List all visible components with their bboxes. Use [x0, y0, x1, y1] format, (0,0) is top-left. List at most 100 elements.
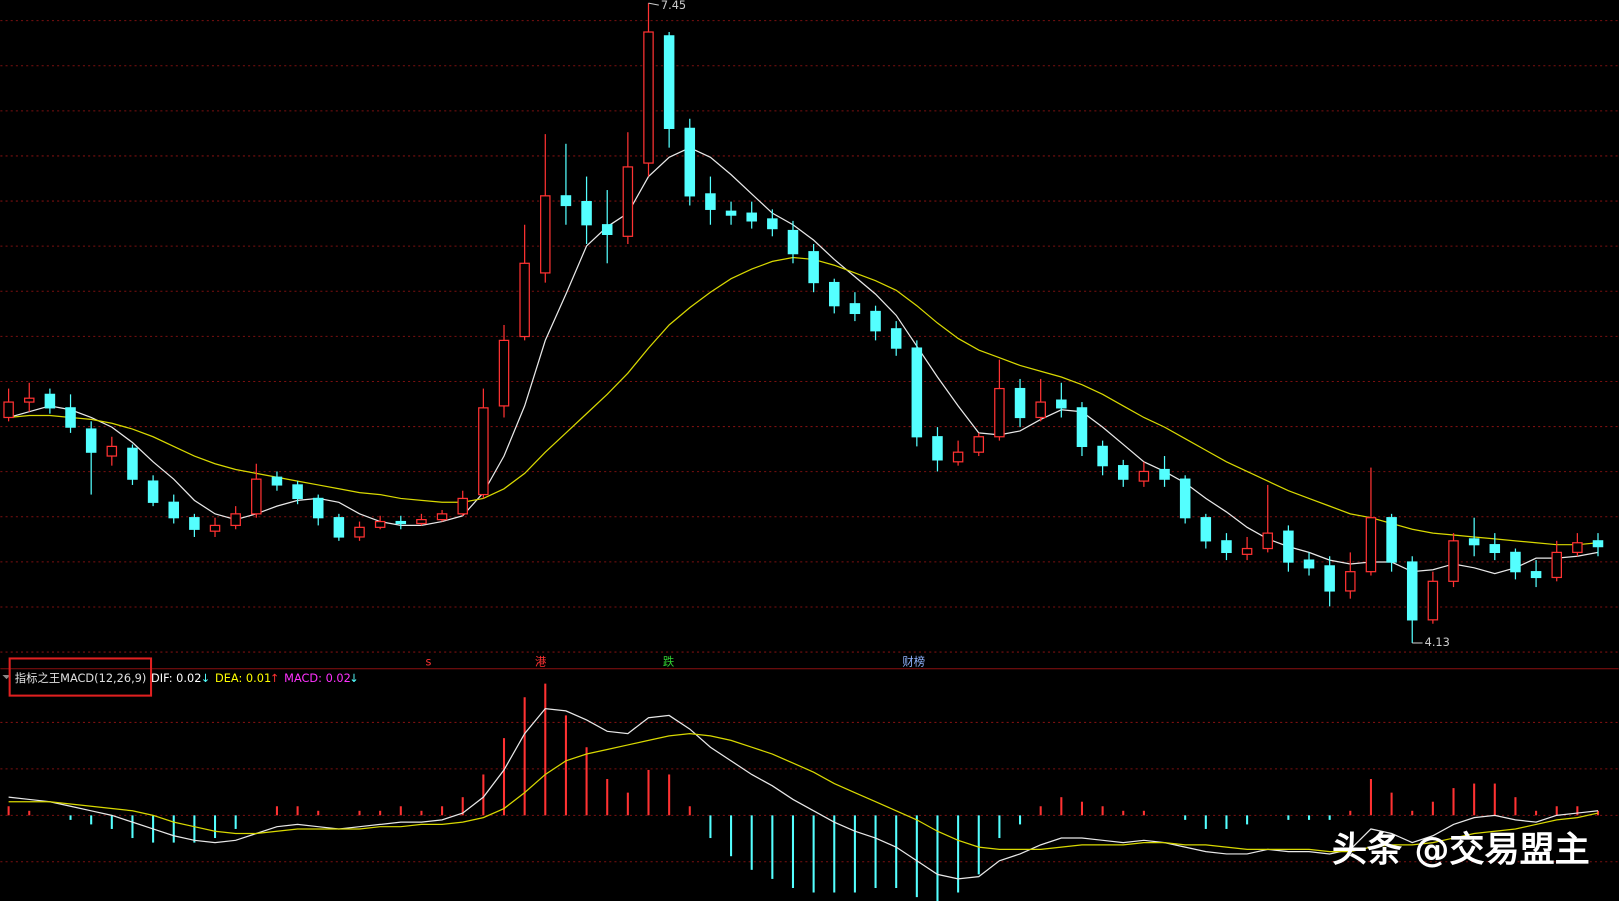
candle-body: [1200, 517, 1212, 542]
annotation-label: 7.45: [661, 0, 686, 12]
candle-body: [168, 501, 180, 519]
candle-body: [65, 407, 76, 428]
candle-body: [312, 497, 324, 519]
candle-body: [622, 166, 634, 237]
candle-body: [1035, 401, 1046, 419]
candle-body: [1262, 532, 1274, 550]
candle-body: [127, 447, 138, 480]
candle-body: [292, 484, 303, 500]
macd-line: [8, 732, 1599, 853]
watermark: 头条 @交易盟主: [1332, 829, 1590, 870]
event-marker: 财榜: [902, 655, 925, 669]
candle-body: [911, 347, 923, 438]
readout-arrow: ↓: [201, 671, 211, 685]
candle-body: [1324, 565, 1335, 592]
candle-body: [478, 407, 489, 496]
annotation-label: 4.13: [1425, 635, 1450, 649]
candle-body: [870, 310, 881, 332]
candle-body: [23, 397, 35, 403]
grid: [0, 20, 1619, 863]
event-marker: 港: [535, 655, 547, 669]
candle-body: [1076, 407, 1088, 448]
candle-body: [3, 401, 14, 419]
candle-body: [1427, 580, 1439, 621]
candle-body: [44, 393, 56, 409]
macd-line: [8, 707, 1599, 880]
candle-body: [890, 328, 902, 349]
candle-body: [973, 436, 985, 453]
candle-body: [85, 428, 97, 453]
candle-body: [106, 445, 118, 457]
candle-body: [663, 35, 675, 129]
indicator-title[interactable]: 指标之王MACD(12,26,9): [15, 671, 147, 685]
candle-body: [767, 218, 778, 230]
candle-body: [1345, 571, 1356, 592]
candle-body: [1386, 517, 1397, 563]
candle-body: [1159, 468, 1170, 480]
candle-body: [725, 210, 737, 216]
candle-body: [251, 478, 262, 515]
highlight-box: [8, 657, 153, 697]
candle-body: [849, 303, 861, 315]
readout: DIF: 0.02: [151, 671, 201, 685]
candle-body: [1303, 559, 1315, 569]
candle-body: [271, 476, 283, 486]
candle-body: [1283, 530, 1294, 563]
candle-body: [1572, 542, 1583, 554]
candle-body: [354, 526, 365, 538]
candle-body: [601, 224, 613, 235]
candle-body: [1241, 547, 1253, 555]
candle-body: [787, 229, 799, 255]
candle-body: [1448, 540, 1459, 582]
moving-average-line: [8, 146, 1599, 575]
candle-body: [1592, 540, 1604, 548]
candle-body: [416, 519, 427, 525]
candle-body: [189, 517, 200, 530]
candle-body: [333, 517, 345, 538]
readout-arrow: ↓: [349, 671, 359, 685]
candle-body: [1468, 538, 1480, 546]
plot-area: 7.45 4.13: [3, 0, 1604, 901]
candle-body: [994, 387, 1005, 438]
event-marker: 跌: [663, 655, 674, 669]
candle-body: [1530, 571, 1542, 579]
candle-body: [1365, 517, 1377, 573]
candle-body: [829, 281, 840, 307]
readout: MACD: 0.02: [284, 671, 351, 685]
candle-body: [560, 195, 572, 207]
candle-body: [932, 436, 943, 461]
candle-body: [540, 195, 551, 274]
moving-average-line: [8, 256, 1599, 546]
candle-body: [147, 480, 159, 503]
candle-body: [209, 524, 221, 532]
candle-body: [952, 451, 964, 463]
annotation-pointer: [648, 2, 659, 6]
candle-body: [457, 497, 468, 515]
candle-body: [436, 513, 448, 521]
candle-body: [395, 520, 407, 525]
candle-body: [230, 513, 241, 527]
collapse-icon[interactable]: [2, 674, 11, 680]
candle-body: [1221, 540, 1232, 554]
candle-body: [581, 200, 592, 226]
candle-body: [1551, 551, 1562, 579]
candle-body: [374, 520, 386, 528]
event-marker: s: [426, 655, 432, 669]
candle-body: [1406, 561, 1418, 621]
candle-body: [643, 31, 654, 164]
candle-body: [1489, 544, 1501, 554]
candle-body: [498, 339, 510, 407]
candle-body: [1179, 478, 1191, 519]
candle-body: [746, 212, 757, 222]
candle-body: [1117, 465, 1129, 480]
candle-body: [808, 251, 819, 284]
candle-body: [1097, 445, 1108, 467]
candle-body: [1510, 551, 1521, 573]
candle-body: [1138, 470, 1150, 482]
candle-body: [1056, 399, 1067, 409]
candle-body: [684, 127, 696, 197]
candle-body: [705, 193, 716, 210]
